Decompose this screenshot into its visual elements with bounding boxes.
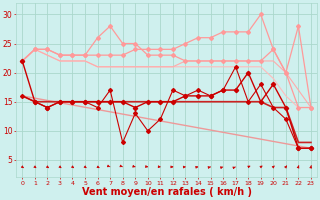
- X-axis label: Vent moyen/en rafales ( km/h ): Vent moyen/en rafales ( km/h ): [82, 187, 252, 197]
